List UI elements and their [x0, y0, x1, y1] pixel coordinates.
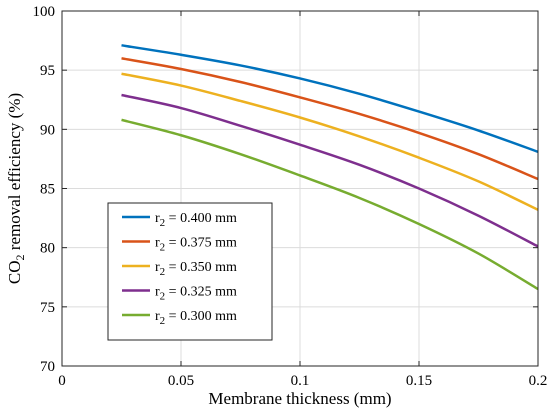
y-tick-label: 75: [40, 300, 55, 316]
y-tick-label: 100: [33, 4, 56, 20]
legend-label-suffix: = 0.325 mm: [165, 285, 237, 300]
legend-label-suffix: = 0.300 mm: [165, 309, 237, 324]
legend-box: [107, 202, 273, 341]
y-tick-label: 80: [40, 241, 55, 257]
series-line-2: [121, 57, 539, 181]
legend-label: r2 = 0.300 mm: [155, 309, 237, 327]
legend-label-subscript: 2: [160, 217, 166, 229]
legend-label-subscript: 2: [160, 291, 166, 303]
legend-label-suffix: = 0.375 mm: [165, 236, 237, 251]
y-axis-title: CO2 removal efficiency (%): [5, 93, 27, 284]
y-tick-label: 95: [40, 63, 55, 79]
legend-label: r2 = 0.350 mm: [155, 260, 237, 278]
y-tick-label: 90: [40, 122, 55, 138]
legend-label: r2 = 0.400 mm: [155, 211, 237, 229]
x-tick-label: 0.1: [291, 373, 310, 389]
legend-label-prefix: r: [155, 260, 160, 275]
x-tick-label: 0.05: [168, 373, 194, 389]
legend-label-suffix: = 0.400 mm: [165, 211, 237, 226]
series-line-5: [121, 118, 539, 291]
y-axis-title-suffix: removal efficiency (%): [5, 93, 24, 255]
y-tick-label: 85: [40, 182, 55, 198]
legend-label-subscript: 2: [160, 266, 166, 278]
legend-label-prefix: r: [155, 285, 160, 300]
x-tick-label: 0: [58, 373, 66, 389]
y-tick-label: 70: [40, 359, 55, 375]
y-axis-title-subscript: 2: [13, 254, 27, 260]
x-axis-title: Membrane thickness (mm): [208, 389, 391, 408]
legend-label: r2 = 0.375 mm: [155, 236, 237, 254]
series-line-3: [121, 72, 539, 211]
legend-label-subscript: 2: [160, 315, 166, 327]
series-line-4: [121, 93, 539, 248]
legend-label-prefix: r: [155, 309, 160, 324]
legend-label-suffix: = 0.350 mm: [165, 260, 237, 275]
series-lines: [121, 44, 539, 291]
legend-label: r2 = 0.325 mm: [155, 285, 237, 303]
legend-label-subscript: 2: [160, 242, 166, 254]
legend-label-prefix: r: [155, 211, 160, 226]
series-line-1: [121, 44, 539, 153]
y-axis-title-prefix: CO: [5, 260, 24, 284]
x-tick-label: 0.15: [406, 373, 432, 389]
legend-label-prefix: r: [155, 236, 160, 251]
x-tick-label: 0.2: [529, 373, 548, 389]
axis-ticks: 0 0.05 0.1 0.15 0.2 70 75 80 85 90 95 100: [33, 4, 548, 389]
